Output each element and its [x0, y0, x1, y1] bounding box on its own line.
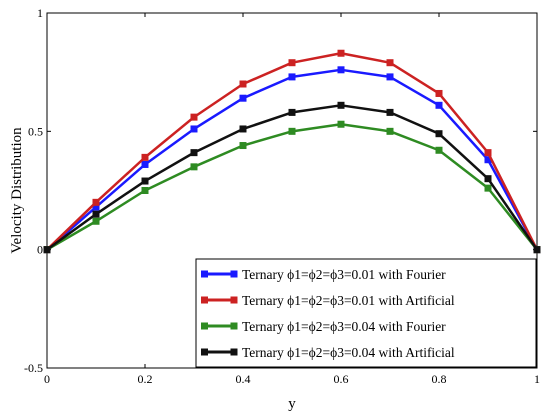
y-tick-label: 0.5 [28, 124, 43, 138]
data-point [239, 94, 247, 102]
legend-label: Ternary ϕ1=ϕ2=ϕ3=0.01 with Fourier [242, 267, 446, 282]
x-tick-label: 1 [534, 372, 540, 386]
y-axis-title: Velocity Distribution [9, 127, 25, 254]
legend-entry: Ternary ϕ1=ϕ2=ϕ3=0.01 with Fourier [201, 267, 446, 282]
data-point [337, 66, 345, 74]
data-point [239, 80, 247, 88]
data-point [92, 198, 100, 206]
data-point [92, 210, 100, 218]
data-point [386, 127, 394, 135]
data-point [141, 187, 149, 194]
legend-swatch-marker [230, 322, 238, 330]
legend-entry: Ternary ϕ1=ϕ2=ϕ3=0.04 with Fourier [201, 319, 446, 334]
data-point [337, 120, 345, 128]
data-point [435, 130, 443, 138]
legend-label: Ternary ϕ1=ϕ2=ϕ3=0.01 with Artificial [242, 293, 455, 308]
data-point [386, 73, 394, 81]
legend-swatch-marker [230, 348, 238, 356]
data-point [533, 246, 541, 254]
data-point [141, 153, 149, 161]
y-tick-label: 1 [37, 6, 43, 20]
data-point [141, 160, 149, 168]
data-point [92, 217, 100, 225]
data-point [337, 49, 345, 57]
series-layer [43, 49, 541, 254]
legend-swatch-marker [230, 270, 238, 278]
legend-swatch-marker [201, 322, 208, 330]
data-point [435, 146, 443, 154]
series-line [46, 104, 539, 251]
legend-entry: Ternary ϕ1=ϕ2=ϕ3=0.01 with Artificial [201, 293, 455, 308]
data-point [288, 127, 296, 135]
data-point [435, 101, 443, 109]
x-tick-label: 0.6 [334, 372, 349, 386]
data-point [484, 175, 492, 183]
data-point [92, 203, 100, 211]
data-point [288, 59, 296, 67]
data-point [288, 108, 296, 116]
legend-swatch-marker [201, 296, 208, 304]
data-point [484, 184, 492, 192]
legend-label: Ternary ϕ1=ϕ2=ϕ3=0.04 with Artificial [242, 345, 455, 360]
data-point [484, 156, 492, 164]
data-point [386, 108, 394, 116]
data-point [190, 149, 198, 157]
data-point [190, 125, 198, 133]
legend-label: Ternary ϕ1=ϕ2=ϕ3=0.04 with Fourier [242, 319, 446, 334]
legend-entry: Ternary ϕ1=ϕ2=ϕ3=0.04 with Artificial [201, 345, 455, 360]
x-tick-label: 0.2 [138, 372, 153, 386]
x-axis-title: y [288, 396, 296, 412]
y-tick-label: 0 [37, 243, 43, 257]
data-point [484, 149, 492, 157]
series-line [46, 51, 539, 251]
data-point [239, 125, 247, 133]
data-point [43, 246, 51, 254]
legend-swatch-marker [201, 348, 208, 356]
data-point [141, 177, 149, 185]
data-point [386, 59, 394, 67]
data-point [288, 73, 296, 81]
plot-frame [46, 12, 538, 369]
data-point [190, 113, 198, 121]
legend-box [195, 258, 537, 368]
legend: Ternary ϕ1=ϕ2=ϕ3=0.01 with Fourier Ternar… [195, 258, 537, 368]
series-4 [43, 101, 541, 254]
y-tick-label: -0.5 [24, 361, 43, 375]
data-point [337, 101, 345, 109]
x-tick-label: 0.8 [432, 372, 447, 386]
data-point [435, 89, 443, 97]
data-point [190, 163, 198, 171]
x-tick-label: 0 [44, 372, 50, 386]
legend-swatch-marker [230, 296, 238, 304]
series-line [46, 68, 539, 251]
x-tick-label: 0.4 [236, 372, 251, 386]
axis-tick-labels: 0 0.2 0.4 0.6 0.8 1-0.500.51 [24, 6, 540, 386]
data-point [239, 142, 247, 150]
series-2 [43, 49, 541, 254]
legend-swatch-marker [201, 270, 208, 278]
